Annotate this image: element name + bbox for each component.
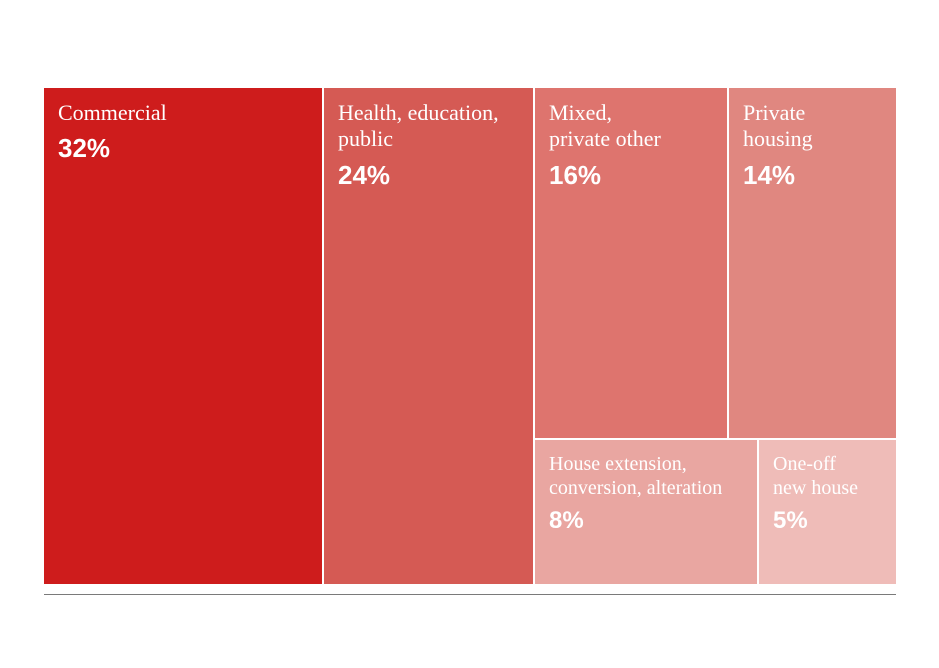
tile-value: 32% (58, 134, 308, 163)
tile-label: Commercial (58, 100, 308, 126)
tile-one-off-new-house: One-off new house 5% (759, 440, 896, 584)
tile-label: House extension, conversion, alteration (549, 452, 743, 500)
chart-baseline-rule (44, 594, 896, 595)
tile-value: 14% (743, 161, 882, 190)
tile-value: 16% (549, 161, 713, 190)
tile-value: 24% (338, 161, 519, 190)
tile-private-housing: Private housing 14% (729, 88, 896, 438)
tile-label: One-off new house (773, 452, 882, 500)
tile-label: Mixed, private other (549, 100, 713, 153)
tile-commercial: Commercial 32% (44, 88, 322, 584)
tile-mixed-private-other: Mixed, private other 16% (535, 88, 727, 438)
treemap-chart: Commercial 32% Health, education, public 24… (44, 88, 896, 584)
tile-label: Health, education, public (338, 100, 519, 153)
tile-value: 8% (549, 508, 743, 534)
tile-health-education-public: Health, education, public 24% (324, 88, 533, 584)
tile-house-extension: House extension, conversion, alteration 8… (535, 440, 757, 584)
tile-value: 5% (773, 508, 882, 534)
tile-label: Private housing (743, 100, 882, 153)
